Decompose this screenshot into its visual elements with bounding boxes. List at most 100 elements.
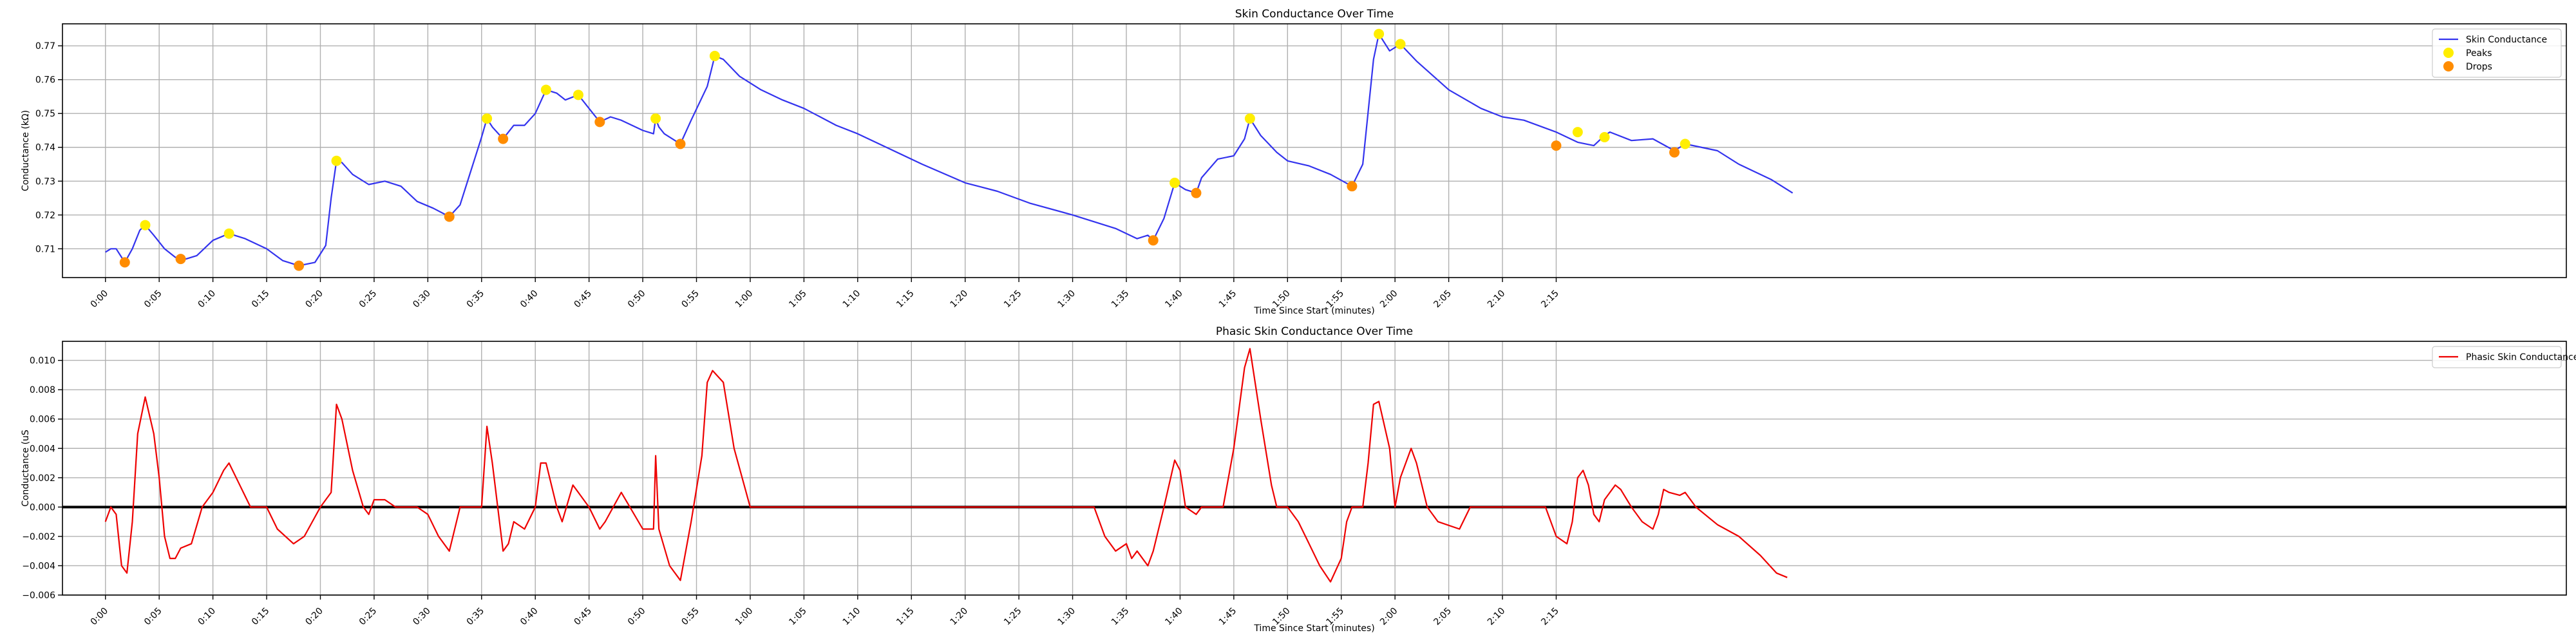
x-tick-label: 1:20 xyxy=(949,606,971,628)
legend-label: Drops xyxy=(2466,62,2492,72)
drop-marker xyxy=(119,257,130,268)
x-tick-label: 1:30 xyxy=(1056,606,1077,628)
legend-swatch-marker xyxy=(2443,61,2454,71)
x-tick-label: 0:30 xyxy=(411,289,433,310)
legend-label: Skin Conductance xyxy=(2466,35,2547,45)
x-tick-label: 1:05 xyxy=(787,606,809,628)
x-tick-label: 2:10 xyxy=(1486,606,1508,628)
x-tick-label: 2:15 xyxy=(1539,289,1561,310)
x-tick-label: 2:15 xyxy=(1539,606,1561,628)
y-tick-label: 0.71 xyxy=(35,244,55,254)
x-tick-label: 1:10 xyxy=(841,289,863,310)
x-tick-label: 0:25 xyxy=(357,289,379,310)
peak-marker xyxy=(1395,39,1406,50)
y-tick-label: 0.72 xyxy=(35,211,55,221)
x-tick-label: 0:25 xyxy=(357,606,379,628)
x-tick-label: 0:45 xyxy=(573,606,594,628)
drop-marker xyxy=(675,138,686,149)
x-tick-label: 0:35 xyxy=(465,606,487,628)
x-tick-label: 1:30 xyxy=(1056,289,1077,310)
x-tick-label: 1:15 xyxy=(895,606,916,628)
legend-label: Peaks xyxy=(2466,48,2492,59)
plot-frame xyxy=(62,341,2567,596)
x-tick-label: 0:55 xyxy=(679,606,701,628)
y-axis-label: Conductance (kΩ) xyxy=(21,110,31,191)
x-tick-label: 0:50 xyxy=(626,289,648,310)
y-tick-label: 0.73 xyxy=(35,176,55,187)
x-tick-label: 1:25 xyxy=(1002,606,1024,628)
x-tick-label: 0:55 xyxy=(679,289,701,310)
peak-marker xyxy=(709,50,720,61)
y-tick-label: 0.76 xyxy=(35,75,55,86)
x-tick-label: 0:10 xyxy=(196,606,218,628)
x-tick-label: 1:40 xyxy=(1163,289,1185,310)
x-tick-label: 1:05 xyxy=(787,289,809,310)
y-tick-label: 0.004 xyxy=(30,444,55,454)
drop-marker xyxy=(594,117,605,128)
drop-marker xyxy=(498,133,509,144)
chart-title: Phasic Skin Conductance Over Time xyxy=(1216,325,1413,338)
x-tick-label: 1:35 xyxy=(1110,289,1132,310)
drop-marker xyxy=(1191,187,1202,198)
y-tick-label: 0.75 xyxy=(35,109,55,119)
y-tick-label: 0.010 xyxy=(30,356,55,366)
drop-marker xyxy=(1551,140,1562,151)
x-tick-label: 0:05 xyxy=(142,289,164,310)
drop-marker xyxy=(1148,235,1159,246)
peak-marker xyxy=(1374,28,1385,39)
x-tick-label: 0:35 xyxy=(465,289,487,310)
y-tick-label: −0.004 xyxy=(22,561,55,571)
x-tick-label: 1:35 xyxy=(1110,606,1132,628)
peak-marker xyxy=(482,113,493,124)
chart-title: Skin Conductance Over Time xyxy=(1235,8,1394,21)
x-tick-label: 0:20 xyxy=(303,606,325,628)
x-tick-label: 0:20 xyxy=(303,289,325,310)
peak-marker xyxy=(223,228,234,239)
y-tick-label: 0.006 xyxy=(30,415,55,425)
x-tick-label: 1:45 xyxy=(1217,289,1239,310)
x-axis-label: Time Since Start (minutes) xyxy=(1253,623,1374,634)
x-axis-label: Time Since Start (minutes) xyxy=(1253,306,1374,316)
x-tick-label: 0:15 xyxy=(250,606,272,628)
legend-box xyxy=(2432,346,2562,368)
x-tick-label: 1:25 xyxy=(1002,289,1024,310)
peak-marker xyxy=(1680,138,1690,149)
peak-marker xyxy=(1170,177,1180,188)
x-tick-label: 0:00 xyxy=(89,289,111,310)
series-line-0 xyxy=(105,33,1794,267)
peak-marker xyxy=(573,90,583,100)
x-tick-label: 0:15 xyxy=(250,289,272,310)
x-tick-label: 2:05 xyxy=(1432,289,1454,310)
y-tick-label: 0.008 xyxy=(30,385,55,395)
x-tick-label: 1:10 xyxy=(841,606,863,628)
plot-frame xyxy=(62,23,2567,278)
peak-marker xyxy=(331,155,342,166)
x-tick-label: 0:05 xyxy=(142,606,164,628)
legend-label: Phasic Skin Conductance xyxy=(2466,352,2576,363)
drop-marker xyxy=(1669,147,1680,158)
x-tick-label: 2:00 xyxy=(1378,606,1400,628)
x-tick-label: 1:00 xyxy=(734,289,755,310)
drop-marker xyxy=(294,260,305,271)
series-line-0 xyxy=(104,348,1788,583)
x-tick-label: 1:00 xyxy=(734,606,755,628)
drop-marker xyxy=(1347,181,1358,192)
peak-marker xyxy=(650,113,661,124)
x-tick-label: 0:40 xyxy=(518,289,540,310)
x-tick-label: 0:45 xyxy=(573,289,594,310)
peak-marker xyxy=(1572,127,1583,138)
peak-marker xyxy=(1599,131,1610,142)
drop-marker xyxy=(444,211,455,222)
x-tick-label: 0:10 xyxy=(196,289,218,310)
x-tick-label: 1:20 xyxy=(949,289,971,310)
peak-marker xyxy=(540,84,551,95)
y-tick-label: 0.000 xyxy=(30,502,55,513)
y-tick-label: 0.74 xyxy=(35,143,55,153)
x-tick-label: 2:10 xyxy=(1486,289,1508,310)
x-tick-label: 2:05 xyxy=(1432,606,1454,628)
x-tick-label: 0:00 xyxy=(89,606,111,628)
drop-marker xyxy=(175,254,186,265)
y-tick-label: 0.77 xyxy=(35,41,55,52)
x-tick-label: 1:15 xyxy=(895,289,916,310)
